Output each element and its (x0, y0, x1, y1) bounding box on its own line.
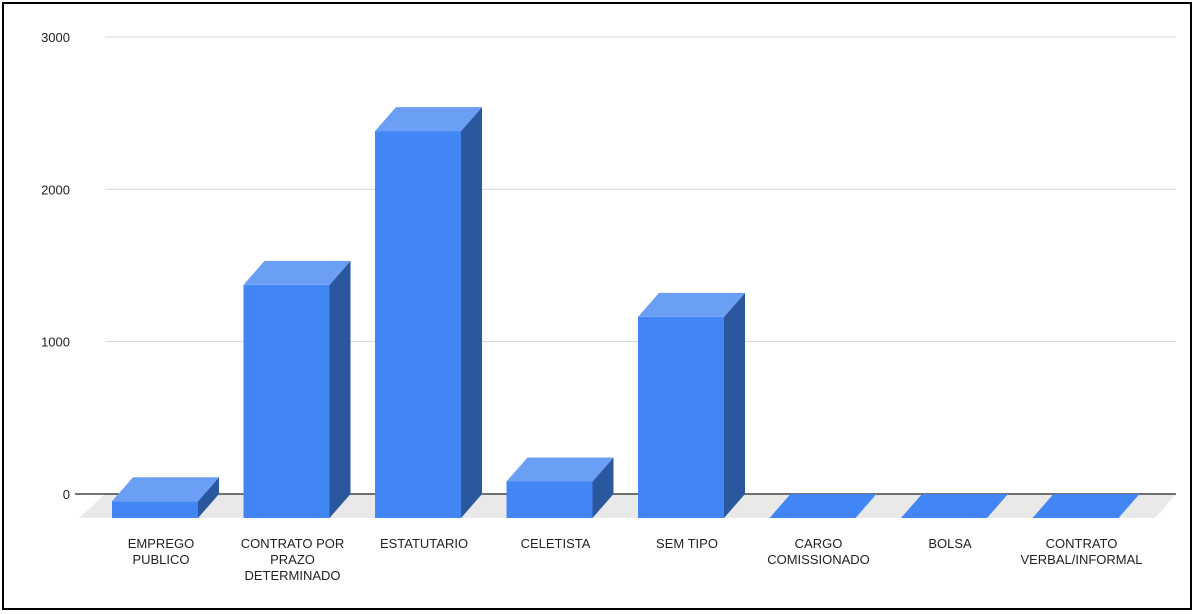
bar-top (769, 494, 877, 518)
x-tick-label: COMISSIONADO (767, 552, 870, 567)
bar-top (112, 477, 219, 502)
bar-top (375, 107, 482, 132)
x-tick-label: BOLSA (928, 536, 972, 551)
bar-top (901, 494, 1008, 518)
bar (506, 481, 593, 518)
y-tick-label: 1000 (41, 335, 70, 350)
bar-side (198, 477, 219, 518)
x-tick-label: SEM TIPO (656, 536, 718, 551)
bar-side (592, 457, 614, 518)
bar-top (1032, 494, 1140, 518)
bar (112, 501, 198, 518)
y-tick-label: 0 (63, 487, 70, 502)
bar-side (329, 260, 351, 518)
x-tick-label: EMPREGO (128, 536, 194, 551)
bar-top (243, 260, 351, 285)
x-tick-label: CARGO (795, 536, 843, 551)
x-tick-label: VERBAL/INFORMAL (1020, 552, 1142, 567)
x-tick-label: CONTRATO POR (241, 536, 345, 551)
x-tick-label: CELETISTA (521, 536, 591, 551)
x-tick-label: PUBLICO (132, 552, 189, 567)
bar-top (506, 457, 614, 482)
bar-side (461, 107, 482, 518)
chart-floor (79, 494, 1176, 518)
bar (375, 131, 461, 518)
y-tick-label: 2000 (41, 182, 70, 197)
bar-side (724, 292, 745, 518)
x-tick-label: DETERMINADO (244, 568, 340, 583)
x-tick-label: CONTRATO (1046, 536, 1118, 551)
bar (638, 316, 724, 518)
y-tick-label: 3000 (41, 30, 70, 45)
bar-top (638, 292, 745, 317)
x-tick-label: ESTATUTARIO (380, 536, 468, 551)
bar (243, 284, 330, 518)
x-tick-label: PRAZO (270, 552, 315, 567)
